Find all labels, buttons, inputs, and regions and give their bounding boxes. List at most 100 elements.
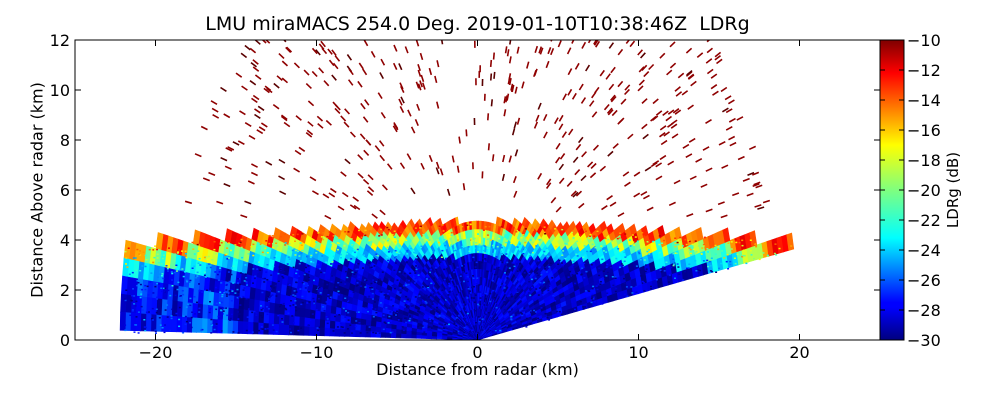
speckle bbox=[397, 319, 400, 321]
speckle bbox=[477, 304, 480, 307]
speckle bbox=[167, 289, 170, 292]
speckle bbox=[430, 257, 433, 259]
speckle bbox=[429, 320, 432, 323]
speckle bbox=[434, 292, 437, 294]
noise-dash bbox=[379, 72, 384, 79]
speckle bbox=[590, 264, 593, 266]
speckle bbox=[377, 297, 380, 299]
speckle bbox=[295, 272, 298, 275]
speckle bbox=[443, 278, 446, 281]
noise-dash bbox=[257, 105, 265, 111]
speckle bbox=[255, 312, 258, 314]
speckle bbox=[147, 258, 150, 260]
noise-dash bbox=[279, 190, 287, 196]
speckle bbox=[260, 305, 262, 307]
noise-dash bbox=[307, 100, 315, 107]
speckle bbox=[466, 323, 469, 326]
noise-dash bbox=[660, 139, 668, 146]
speckle bbox=[604, 237, 607, 240]
speckle bbox=[174, 294, 177, 297]
speckle bbox=[548, 292, 551, 295]
noise-dash bbox=[309, 176, 317, 182]
speckle bbox=[369, 264, 372, 266]
speckle bbox=[518, 229, 521, 232]
noise-dash bbox=[184, 200, 193, 205]
speckle bbox=[428, 277, 431, 279]
noise-dash bbox=[725, 126, 733, 131]
speckle bbox=[179, 268, 182, 271]
speckle bbox=[434, 267, 437, 269]
radar-cell bbox=[201, 318, 208, 334]
noise-dash bbox=[254, 74, 262, 80]
noise-dash bbox=[332, 101, 339, 108]
speckle bbox=[467, 271, 470, 274]
speckle bbox=[200, 283, 203, 285]
speckle bbox=[130, 300, 133, 302]
noise-dash bbox=[591, 91, 597, 99]
speckle bbox=[674, 242, 677, 244]
noise-dash bbox=[367, 174, 374, 181]
speckle bbox=[618, 237, 621, 239]
speckle bbox=[156, 257, 159, 259]
speckle bbox=[283, 271, 286, 273]
speckle bbox=[369, 230, 371, 232]
speckle bbox=[519, 312, 522, 314]
speckle bbox=[350, 258, 353, 260]
noise-dash bbox=[587, 161, 594, 168]
radar-cell bbox=[380, 327, 387, 334]
speckle bbox=[392, 305, 395, 307]
speckle bbox=[153, 256, 156, 259]
speckle bbox=[552, 295, 555, 297]
speckle bbox=[164, 309, 167, 311]
speckle bbox=[668, 274, 671, 276]
speckle bbox=[246, 316, 249, 318]
speckle bbox=[586, 250, 589, 253]
radar-cell bbox=[329, 328, 336, 337]
speckle bbox=[464, 309, 467, 312]
speckle bbox=[281, 274, 284, 276]
noise-dash bbox=[753, 181, 761, 186]
speckle bbox=[357, 311, 360, 313]
colorbar-tick-label: −28 bbox=[907, 301, 941, 320]
noise-dash bbox=[542, 113, 548, 122]
speckle bbox=[292, 234, 295, 236]
speckle bbox=[151, 317, 153, 320]
speckle bbox=[482, 244, 485, 247]
speckle bbox=[498, 240, 501, 242]
speckle bbox=[498, 237, 501, 240]
speckle bbox=[436, 306, 438, 309]
speckle bbox=[139, 296, 142, 299]
noise-dash bbox=[487, 143, 490, 151]
speckle bbox=[380, 291, 383, 293]
speckle bbox=[447, 232, 450, 234]
speckle bbox=[230, 249, 232, 252]
speckle bbox=[296, 233, 299, 236]
speckle bbox=[134, 305, 137, 307]
noise-dash bbox=[681, 90, 689, 96]
noise-dash bbox=[762, 199, 771, 204]
noise-dash bbox=[272, 103, 280, 110]
noise-dash bbox=[516, 117, 521, 125]
speckle bbox=[133, 295, 136, 297]
speckle bbox=[148, 311, 150, 313]
speckle bbox=[184, 271, 186, 273]
speckle bbox=[733, 257, 736, 259]
speckle bbox=[467, 329, 470, 331]
noise-dash bbox=[720, 86, 728, 93]
speckle bbox=[443, 268, 446, 271]
colorbar-tick-label: −10 bbox=[907, 31, 941, 50]
speckle bbox=[238, 311, 241, 313]
speckle bbox=[286, 258, 289, 260]
speckle bbox=[325, 301, 328, 303]
noise-dash bbox=[410, 187, 416, 195]
radar-cell bbox=[237, 320, 244, 334]
noise-dash bbox=[575, 190, 583, 197]
noise-dash bbox=[746, 192, 754, 197]
speckle bbox=[634, 236, 637, 238]
speckle bbox=[410, 305, 413, 307]
speckle bbox=[285, 308, 288, 311]
speckle bbox=[363, 229, 366, 231]
speckle bbox=[501, 250, 504, 253]
speckle bbox=[351, 271, 354, 273]
noise-dash bbox=[686, 69, 693, 76]
